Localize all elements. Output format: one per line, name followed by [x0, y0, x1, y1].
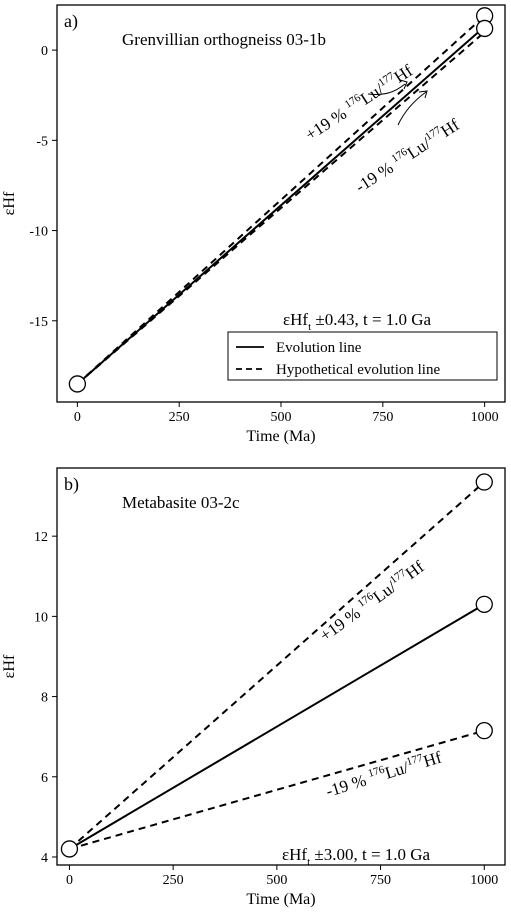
x-tick-label: 250 [163, 873, 184, 888]
plus-19-label-part-4: Hf [402, 557, 428, 583]
data-point [475, 595, 493, 613]
x-tick-label: 1000 [470, 873, 498, 888]
x-tick-label: 250 [169, 410, 190, 425]
x-tick-label: 0 [74, 410, 81, 425]
panel-label: b) [64, 474, 79, 495]
panel-a: 0 250 500 750 1000 0 -5 -10 -15 Time (Ma) εHf a) Gre… [1, 4, 506, 445]
minus-19-label-text: -19 % 176Lu/177Hf [323, 747, 444, 801]
hypothetical-evolution-line [76, 15, 486, 385]
y-tick-label: -15 [29, 315, 48, 330]
uncertainty-sub: t [308, 321, 311, 333]
data-point [68, 375, 87, 393]
y-tick-label: 4 [41, 851, 48, 866]
minus-19-label: -19 % 176Lu/177Hf [323, 747, 445, 801]
x-tick-label: 1000 [471, 410, 499, 425]
uncertainty-base: εHf [283, 310, 308, 329]
panel-label: a) [64, 11, 78, 32]
arrow-plus-head [399, 79, 408, 90]
x-axis-label: Time (Ma) [246, 428, 315, 445]
y-tick-label: 6 [41, 771, 48, 786]
minus-19-label-part-1: 176 [367, 763, 387, 779]
legend-box [227, 331, 498, 381]
minus-19-label-part-4: Hf [437, 115, 463, 141]
data-point [475, 722, 493, 740]
x-tick-label: 750 [370, 873, 391, 888]
uncertainty-base: εHf [282, 845, 307, 864]
uncertainty-sub: t [307, 856, 310, 868]
x-tick-label: 0 [66, 873, 73, 888]
data-point [475, 473, 493, 491]
evolution-line [68, 603, 485, 850]
x-tick-label: 750 [372, 410, 393, 425]
plus-19-label-text: +19 % 176Lu/177Hf [316, 556, 428, 645]
y-axis-label: εHf [1, 191, 18, 215]
minus-19-label-part-4: Hf [421, 748, 444, 772]
x-axis-label: Time (Ma) [246, 891, 315, 908]
data-point [60, 840, 79, 858]
y-tick-label: 0 [41, 44, 48, 59]
uncertainty-rest: ±3.00, t = 1.0 Ga [310, 845, 430, 864]
legend-label: Evolution line [276, 340, 362, 356]
x-tick-label: 500 [266, 873, 287, 888]
panel-title: Metabasite 03-2c [122, 493, 240, 512]
y-tick-label: 8 [41, 691, 48, 706]
evolution-line [76, 25, 486, 385]
plot-frame [56, 467, 506, 866]
x-tick-label: 500 [271, 410, 292, 425]
arrow-plus [367, 83, 406, 95]
hypothetical-evolution-line [68, 481, 485, 850]
minus-19-label-text: -19 % 176Lu/177Hf [351, 114, 463, 196]
uncertainty-label: εHft ±3.00, t = 1.0 Ga [282, 845, 431, 868]
minus-19-label-part-3: 177 [405, 752, 425, 768]
arrow-minus [397, 91, 427, 126]
plus-19-label-part-4: Hf [391, 61, 417, 87]
panel-b: 0 250 500 750 1000 4 6 8 10 12 Time (Ma) εHf b) Metab… [1, 467, 506, 908]
uncertainty-label: εHft ±0.43, t = 1.0 Ga [283, 310, 432, 333]
legend-label: Hypothetical evolution line [276, 362, 440, 378]
minus-19-label-part-0: -19 % [324, 769, 373, 800]
y-tick-label: -5 [36, 134, 48, 149]
uncertainty-rest: ±0.43, t = 1.0 Ga [311, 310, 431, 329]
hypothetical-evolution-line [69, 729, 485, 850]
y-tick-label: 10 [34, 610, 48, 625]
y-tick-label: 12 [34, 530, 48, 545]
plus-19-label: +19 % 176Lu/177Hf [316, 556, 428, 645]
arrow-minus-head [418, 90, 428, 99]
panel-title: Grenvillian orthogneiss 03-1b [122, 30, 326, 49]
y-axis-label: εHf [1, 654, 18, 678]
minus-19-label: -19 % 176Lu/177Hf [351, 114, 463, 196]
plus-19-label-part-0: +19 % [302, 102, 354, 145]
y-tick-label: -10 [29, 225, 48, 240]
data-point [475, 19, 494, 38]
legend: Evolution line Hypothetical evolution lin… [227, 331, 498, 381]
hypothetical-evolution-line [76, 31, 486, 385]
